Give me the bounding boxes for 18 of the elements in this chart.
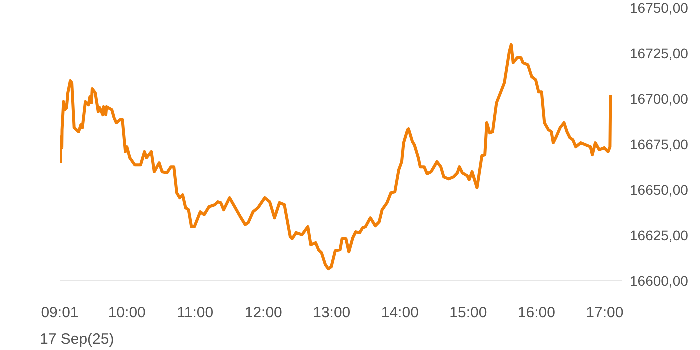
y-tick-label: 16600,00	[630, 272, 689, 289]
x-tick-label: 11:00	[177, 304, 214, 322]
x-tick-label: 15:00	[450, 304, 488, 322]
line-series	[60, 43, 612, 270]
y-tick-label: 16650,00	[630, 182, 689, 198]
x-tick-label: 17:00	[586, 304, 624, 322]
y-tick-label: 16700,00	[630, 90, 689, 107]
y-tick-label: 16675,00	[630, 136, 689, 152]
x-tick-label: 12:00	[244, 304, 282, 322]
x-tick-label: 13:00	[313, 304, 351, 322]
x-tick-label: 10:00	[108, 304, 146, 322]
x-tick-label: 16:00	[518, 304, 556, 322]
x-tick-label: 14:00	[381, 304, 419, 322]
x-axis-title: 17 Sep(25)	[40, 331, 114, 348]
y-tick-label: 16625,00	[630, 227, 689, 244]
x-tick-label: 09:01	[41, 304, 79, 322]
y-tick-label: 16725,00	[630, 45, 689, 62]
y-tick-label: 16750,00	[630, 0, 689, 16]
